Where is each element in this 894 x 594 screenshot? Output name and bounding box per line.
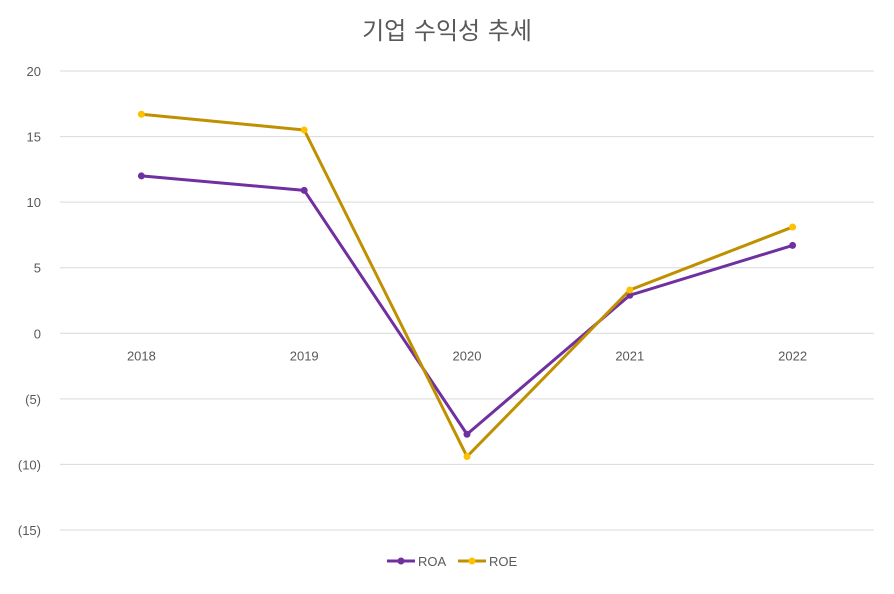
series-line-roe [139, 112, 795, 459]
data-point [137, 110, 145, 118]
x-tick-label: 2021 [615, 348, 644, 363]
legend-marker [468, 557, 476, 565]
y-tick-label: 20 [27, 64, 41, 79]
y-axis-ticks: 20 15 10 5 0 (5) (10) (15) [18, 64, 41, 538]
data-point [300, 186, 308, 194]
series-line-roa [139, 174, 795, 436]
legend-item-roe: ROE [458, 554, 518, 569]
y-tick-label: 0 [34, 326, 41, 341]
data-point [789, 241, 797, 249]
chart-title: 기업 수익성 추세 [362, 17, 532, 45]
series-roa [137, 172, 797, 438]
y-tick-label: 5 [34, 261, 41, 276]
y-tick-label: (10) [18, 457, 41, 472]
x-tick-label: 2020 [453, 348, 482, 363]
gridlines [60, 70, 874, 531]
data-point [463, 430, 471, 438]
data-point [300, 126, 308, 134]
data-point [626, 286, 634, 294]
y-tick-label: (15) [18, 523, 41, 538]
legend-label: ROE [489, 554, 518, 569]
data-point [463, 453, 471, 461]
y-tick-label: 10 [27, 195, 41, 210]
y-tick-label: 15 [27, 130, 41, 145]
x-tick-label: 2022 [778, 348, 807, 363]
x-tick-label: 2018 [127, 348, 156, 363]
legend-marker [397, 557, 405, 565]
data-point [789, 223, 797, 231]
legend: ROA ROE [387, 554, 518, 569]
legend-item-roa: ROA [387, 554, 447, 569]
legend-label: ROA [418, 554, 447, 569]
x-axis-ticks: 2018 2019 2020 2021 2022 [127, 348, 807, 363]
series-roe [137, 110, 797, 461]
data-point [137, 172, 145, 180]
y-tick-label: (5) [25, 392, 41, 407]
x-tick-label: 2019 [290, 348, 319, 363]
series-lines [137, 110, 797, 461]
